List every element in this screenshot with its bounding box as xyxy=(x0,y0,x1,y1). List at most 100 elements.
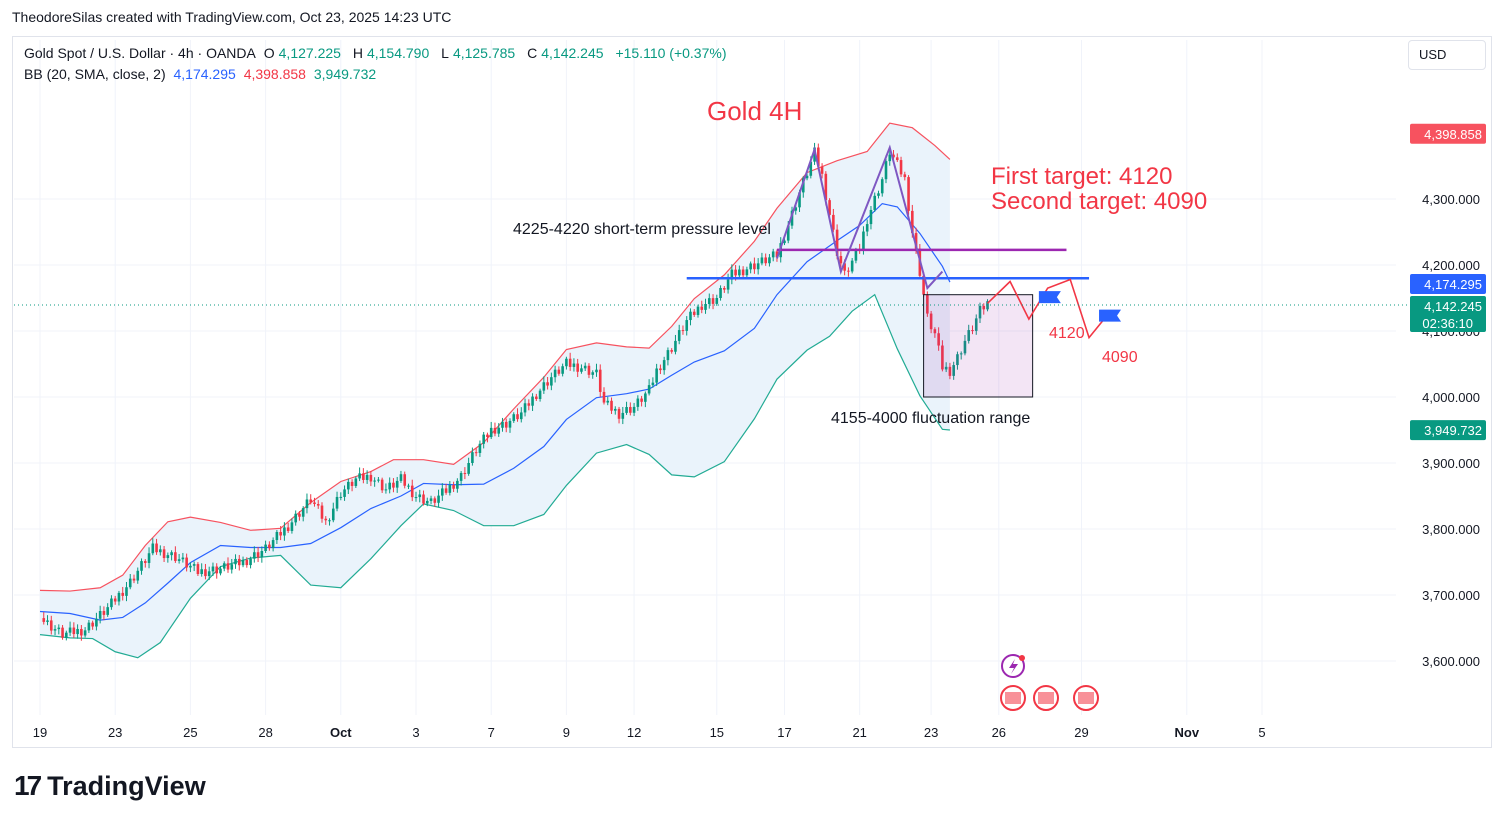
candle-body xyxy=(508,420,512,428)
candle-body xyxy=(625,407,628,413)
candle-body xyxy=(463,473,467,475)
candle-body xyxy=(647,385,651,394)
candle-body xyxy=(65,632,68,638)
x-tick-label: 29 xyxy=(1074,725,1088,740)
candle-body xyxy=(459,473,463,481)
candle-body xyxy=(820,166,824,174)
candle-body xyxy=(365,474,369,480)
candle-body xyxy=(87,622,91,631)
candle-body xyxy=(959,353,963,355)
candle-body xyxy=(482,434,485,444)
projection-path xyxy=(986,278,1109,340)
candle-body xyxy=(478,443,482,453)
candle-body xyxy=(689,311,692,321)
candle-body xyxy=(200,569,203,575)
candle-body xyxy=(290,522,294,531)
price-label-text: 4,174.295 xyxy=(1424,277,1482,292)
candle-body xyxy=(433,498,437,503)
candle-body xyxy=(542,382,546,391)
candle-body xyxy=(753,263,756,270)
candle-body xyxy=(632,406,636,413)
candle-body xyxy=(877,193,880,196)
candle-body xyxy=(192,564,196,566)
y-tick-label: 3,700.000 xyxy=(1422,588,1480,603)
candle-body xyxy=(151,543,155,554)
y-tick-label: 3,600.000 xyxy=(1422,654,1480,669)
candle-body xyxy=(380,479,384,491)
candle-body xyxy=(132,578,136,581)
candle-body xyxy=(335,496,339,509)
candle-body xyxy=(174,552,177,561)
candle-body xyxy=(809,161,813,176)
candle-body xyxy=(241,559,245,566)
y-tick-label: 4,000.000 xyxy=(1422,390,1480,405)
candle-body xyxy=(316,504,320,506)
first-target-annotation: First target: 4120 xyxy=(991,163,1172,190)
symbol-legend[interactable]: Gold Spot / U.S. Dollar · 4h · OANDA O 4,… xyxy=(24,45,730,61)
candle-body xyxy=(963,340,967,354)
currency-button[interactable]: USD xyxy=(1408,40,1486,70)
candle-body xyxy=(245,559,249,566)
candle-body xyxy=(914,233,918,249)
candle-body xyxy=(929,313,933,330)
candle-body xyxy=(497,427,501,434)
candle-body xyxy=(399,474,403,481)
candle-body xyxy=(873,195,877,210)
candle-body xyxy=(602,391,606,403)
candle-body xyxy=(516,414,519,420)
candle-body xyxy=(527,403,531,406)
candle-body xyxy=(813,147,816,162)
indicator-name[interactable]: BB (20, SMA, close, 2) xyxy=(24,66,166,82)
candle-body xyxy=(726,279,730,290)
tradingview-logo[interactable]: 17 TradingView xyxy=(14,770,206,802)
symbol-name[interactable]: Gold Spot / U.S. Dollar · 4h · OANDA xyxy=(24,45,256,61)
candle-body xyxy=(53,629,57,631)
candle-body xyxy=(847,270,850,272)
candle-body xyxy=(128,578,132,588)
chart-frame[interactable] xyxy=(12,36,1492,748)
candle-body xyxy=(741,269,745,276)
candle-body xyxy=(309,499,313,503)
candle-body xyxy=(226,563,230,570)
candle-body xyxy=(219,568,222,574)
candle-body xyxy=(944,366,948,370)
x-tick-label: 28 xyxy=(258,725,272,740)
candle-body xyxy=(636,398,640,407)
target-4090-label: 4090 xyxy=(1102,349,1138,366)
candle-body xyxy=(384,489,388,491)
candle-body xyxy=(531,396,534,406)
candle-body xyxy=(655,368,658,383)
candle-body xyxy=(392,482,395,488)
candle-body xyxy=(275,531,279,541)
candle-body xyxy=(986,301,989,310)
candle-body xyxy=(730,269,734,280)
candle-body xyxy=(839,256,843,264)
indicator-legend[interactable]: BB (20, SMA, close, 2) 4,174.295 4,398.8… xyxy=(24,66,380,82)
candle-body xyxy=(395,480,399,488)
candle-body xyxy=(771,251,775,258)
range-annotation: 4155-4000 fluctuation range xyxy=(831,410,1030,427)
candle-body xyxy=(756,263,760,270)
candle-body xyxy=(903,174,907,178)
ohlc-open: O 4,127.225 xyxy=(263,45,341,61)
candle-body xyxy=(786,225,790,241)
candle-body xyxy=(723,288,726,290)
candle-body xyxy=(46,620,49,622)
x-tick-label: 12 xyxy=(627,725,641,740)
candle-body xyxy=(467,463,470,474)
x-tick-label: 7 xyxy=(488,725,495,740)
candle-body xyxy=(305,499,309,509)
candle-body xyxy=(749,263,752,270)
candle-body xyxy=(899,160,903,175)
candle-body xyxy=(125,587,128,596)
candle-body xyxy=(147,553,151,563)
candle-body xyxy=(347,481,350,490)
candle-body xyxy=(576,363,579,372)
candle-body xyxy=(606,400,610,403)
candle-body xyxy=(42,618,46,622)
candle-body xyxy=(711,298,715,304)
candle-body xyxy=(136,570,140,581)
bb-upper-line xyxy=(39,122,951,592)
candle-body xyxy=(659,368,662,371)
